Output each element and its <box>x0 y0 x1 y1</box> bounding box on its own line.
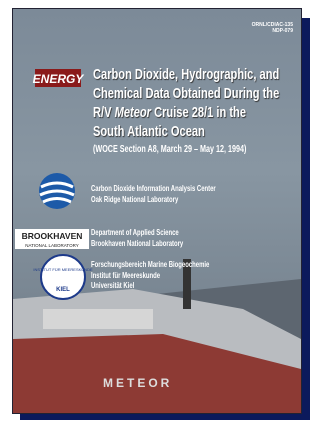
organization-line: Institut für Meereskunde <box>91 270 209 281</box>
title-text: Carbon Dioxide, Hydrographic, and <box>93 66 279 83</box>
cover: METEOR ENERGY BROOKHAVEN NATIONAL LABORA… <box>12 8 302 414</box>
title-line: Carbon Dioxide, Hydrographic, and <box>93 65 279 84</box>
organization-line: Brookhaven National Laboratory <box>91 238 183 249</box>
organization-line: Department of Applied Science <box>91 227 183 238</box>
title-line: R/V Meteor Cruise 28/1 in the <box>93 103 279 122</box>
title: Carbon Dioxide, Hydrographic, and Chemica… <box>93 65 279 141</box>
organization-line: Carbon Dioxide Information Analysis Cent… <box>91 183 216 194</box>
bnl-logo-subtext: NATIONAL LABORATORY <box>25 243 79 248</box>
title-text: South Atlantic Ocean <box>93 123 205 140</box>
organization: Carbon Dioxide Information Analysis Cent… <box>91 183 216 204</box>
ship-name: METEOR <box>103 376 172 390</box>
ship-deck <box>43 309 153 329</box>
title-text: Meteor <box>115 104 151 121</box>
bnl-logo-text: BROOKHAVEN <box>22 231 83 241</box>
energy-logo-text: ENERGY <box>33 72 85 86</box>
organization-line: Oak Ridge National Laboratory <box>91 194 216 205</box>
doc-numbers: ORNL/CDIAC-135 NDP-079 <box>252 22 293 34</box>
ndp-number: NDP-079 <box>252 28 293 34</box>
title-text: Chemical Data Obtained During the <box>93 85 279 102</box>
title-line: South Atlantic Ocean <box>93 122 279 141</box>
organization-line: Universität Kiel <box>91 280 209 291</box>
kiel-logo-subtext: KIEL <box>56 287 70 293</box>
page: METEOR ENERGY BROOKHAVEN NATIONAL LABORA… <box>0 0 318 428</box>
title-text: R/V <box>93 104 115 121</box>
title-text: Cruise 28/1 in the <box>151 104 246 121</box>
organization-line: Forschungsbereich Marine Biogeochemie <box>91 259 209 270</box>
kiel-logo-text: INSTITUT FÜR MEERESKUNDE <box>33 267 93 272</box>
title-line: Chemical Data Obtained During the <box>93 84 279 103</box>
subtitle: (WOCE Section A8, March 29 – May 12, 199… <box>93 144 246 155</box>
